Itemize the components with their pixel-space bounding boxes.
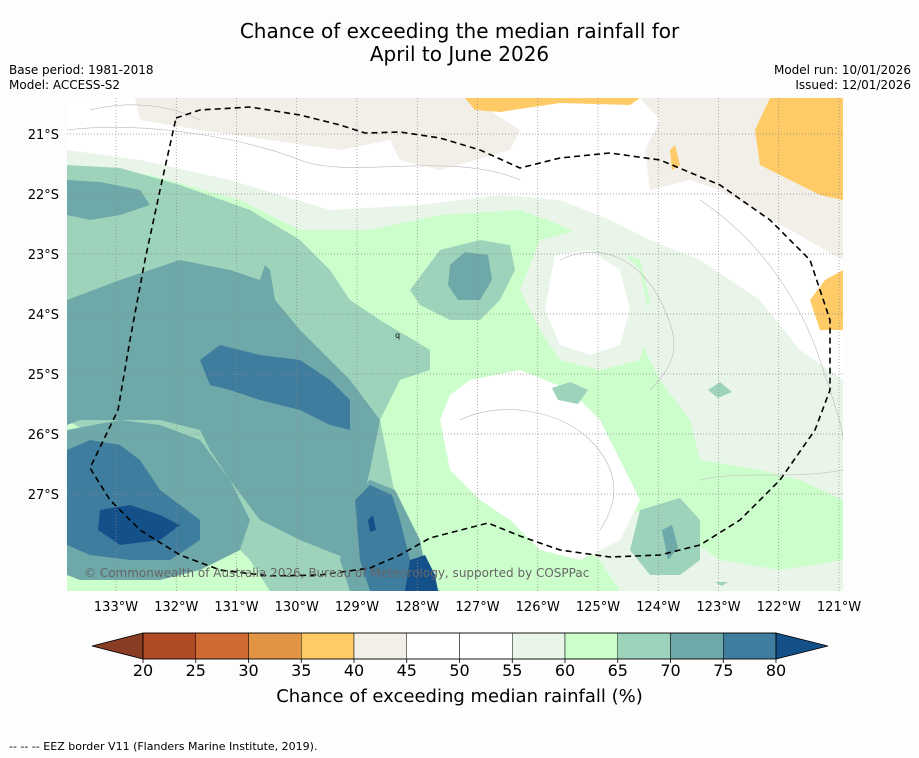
rainfall-map: q © Commonwealth of Australia 2026, Bure… xyxy=(28,98,861,680)
base-period: Base period: 1981-2018 xyxy=(9,63,154,77)
colorbar-label: Chance of exceeding median rainfall (%) xyxy=(276,686,643,707)
colorbar-tick-label: 45 xyxy=(397,661,417,680)
field-55-60-east xyxy=(640,250,790,460)
title-line-2: April to June 2026 xyxy=(369,42,550,66)
model-name: Model: ACCESS-S2 xyxy=(9,78,121,92)
field-40-45-east-lower xyxy=(810,270,843,330)
lon-label: 130°W xyxy=(275,600,319,615)
lat-label: 22°S xyxy=(28,188,59,203)
colorbar-tick-label: 65 xyxy=(608,661,628,680)
colorbar-tick-label: 80 xyxy=(766,661,786,680)
field-50-inner xyxy=(545,250,630,355)
colorbar-segment xyxy=(195,632,249,660)
colorbar-high-arrow xyxy=(775,632,829,660)
latitude-labels: 21°S 22°S 23°S 24°S 25°S 26°S 27°S xyxy=(28,128,59,503)
lon-label: 121°W xyxy=(817,600,861,615)
lat-label: 27°S xyxy=(28,488,59,503)
colorbar-segment xyxy=(512,632,566,660)
colorbar-segment xyxy=(459,632,513,660)
colorbar-segment xyxy=(142,632,196,660)
colorbar-tick-label: 25 xyxy=(186,661,206,680)
lat-label: 26°S xyxy=(28,428,59,443)
lon-label: 123°W xyxy=(696,600,740,615)
issued-date: Issued: 12/01/2026 xyxy=(795,78,911,92)
colorbar-segment xyxy=(301,632,355,660)
field-40-45-dot xyxy=(670,145,680,170)
colorbar-segment xyxy=(406,632,460,660)
field-over-80-south xyxy=(98,505,438,591)
field-45-50-north xyxy=(135,98,520,170)
eez-legend: -- -- -- EEZ border V11 (Flanders Marine… xyxy=(9,740,318,753)
lat-label: 24°S xyxy=(28,308,59,323)
map-marker-text: q xyxy=(395,331,400,340)
colorbar-tick-label: 30 xyxy=(238,661,258,680)
lat-label: 23°S xyxy=(28,248,59,263)
colorbar-segment xyxy=(248,632,302,660)
probability-fields xyxy=(67,98,843,591)
colorbar-tick-label: 20 xyxy=(133,661,153,680)
lon-label: 131°W xyxy=(214,600,258,615)
colorbar-low-arrow xyxy=(91,632,144,660)
title-line-1: Chance of exceeding the median rainfall … xyxy=(239,19,680,43)
graticule xyxy=(67,98,843,591)
field-65-70-spots xyxy=(552,382,732,586)
colorbar-tick-label: 75 xyxy=(713,661,733,680)
lon-label: 133°W xyxy=(94,600,138,615)
lon-label: 124°W xyxy=(636,600,680,615)
field-40-45-north xyxy=(465,98,640,112)
lon-label: 127°W xyxy=(455,600,499,615)
lon-label: 129°W xyxy=(335,600,379,615)
field-70-75-north xyxy=(448,252,492,300)
field-75-80-west xyxy=(200,345,350,430)
lon-label: 126°W xyxy=(516,600,560,615)
lon-label: 128°W xyxy=(395,600,439,615)
copyright-text: © Commonwealth of Australia 2026, Bureau… xyxy=(84,566,589,580)
colorbar-tick-label: 60 xyxy=(555,661,575,680)
lon-label: 132°W xyxy=(154,600,198,615)
colorbar-tick-label: 50 xyxy=(449,661,469,680)
colorbar-segment xyxy=(353,632,407,660)
colorbar-tick-label: 70 xyxy=(660,661,680,680)
colorbar-segment xyxy=(670,632,724,660)
colorbar-tick-label: 55 xyxy=(502,661,522,680)
longitude-labels: 133°W 132°W 131°W 130°W 129°W 128°W 127°W 126°W… xyxy=(94,600,861,615)
colorbar-segment xyxy=(723,632,777,660)
colorbar-tick-label: 40 xyxy=(344,661,364,680)
lat-label: 25°S xyxy=(28,368,59,383)
colorbar-tick-label: 35 xyxy=(291,661,311,680)
field-40-45-east xyxy=(755,98,843,200)
lat-label: 21°S xyxy=(28,128,59,143)
lon-label: 125°W xyxy=(576,600,620,615)
colorbar: 20 25 30 35 40 45 50 55 60 65 70 75 80 xyxy=(91,632,829,680)
field-60-65-cutout xyxy=(440,370,640,560)
field-75-80-south xyxy=(67,440,420,591)
model-run: Model run: 10/01/2026 xyxy=(773,63,911,77)
eez-border xyxy=(89,106,831,577)
lon-label: 122°W xyxy=(757,600,801,615)
colorbar-segment xyxy=(617,632,671,660)
colorbar-segment xyxy=(564,632,618,660)
